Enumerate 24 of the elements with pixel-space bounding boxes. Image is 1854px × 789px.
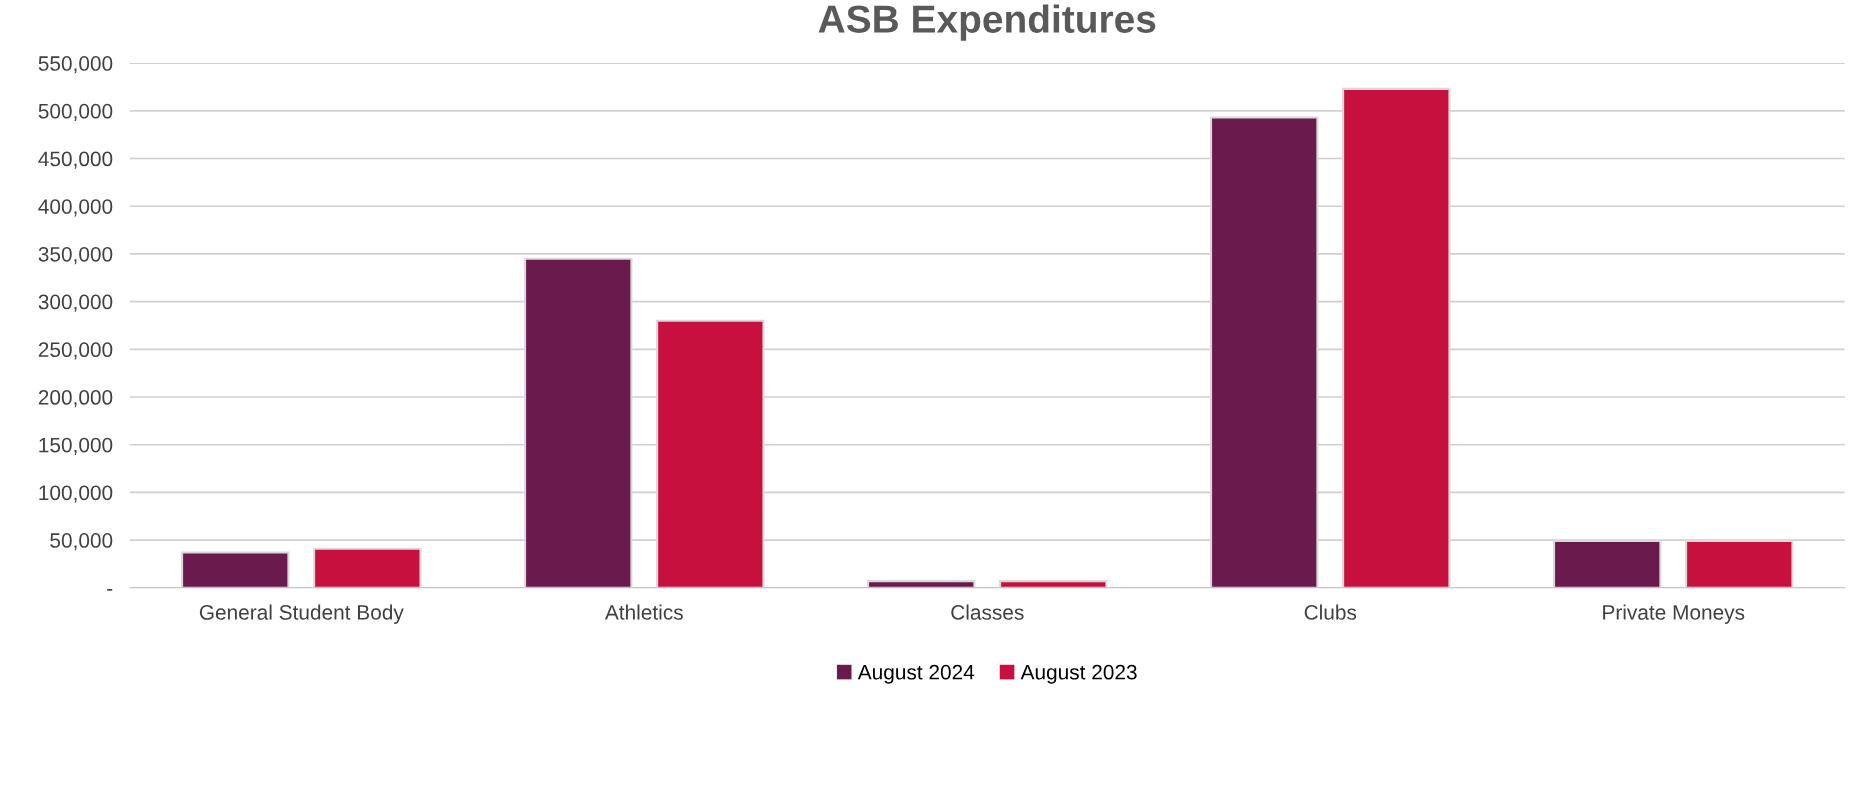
- legend-label: August 2023: [1020, 664, 1137, 684]
- x-tick-label: Classes: [951, 604, 1024, 620]
- y-tick-label: 150,000: [39, 437, 113, 455]
- y-tick-label: 50,000: [50, 533, 113, 551]
- bar: [999, 580, 1108, 588]
- x-tick-label: Clubs: [1304, 604, 1357, 620]
- y-tick-label: 450,000: [38, 151, 113, 169]
- bar: [867, 580, 976, 588]
- x-tick-label: Private Moneys: [1603, 604, 1745, 624]
- y-tick-label: 500,000: [38, 103, 113, 122]
- bar: [313, 547, 422, 588]
- y-tick-label: 100,000: [39, 485, 113, 503]
- legend-label: August 2024: [857, 664, 975, 684]
- y-tick-label: 200,000: [38, 390, 113, 408]
- y-tick-label: 550,000: [38, 56, 113, 74]
- x-tick-label: Athletics: [604, 604, 683, 620]
- y-tick-label: 350,000: [38, 246, 113, 265]
- y-tick-label: 250,000: [38, 342, 113, 360]
- x-tick-label: General Student Body: [199, 604, 404, 624]
- y-tick-label: -: [107, 589, 113, 591]
- bar: [181, 551, 290, 588]
- y-tick-label: 300,000: [38, 294, 113, 312]
- chart-title: ASB Expenditures: [818, 4, 1156, 41]
- y-tick-label: 400,000: [38, 199, 113, 217]
